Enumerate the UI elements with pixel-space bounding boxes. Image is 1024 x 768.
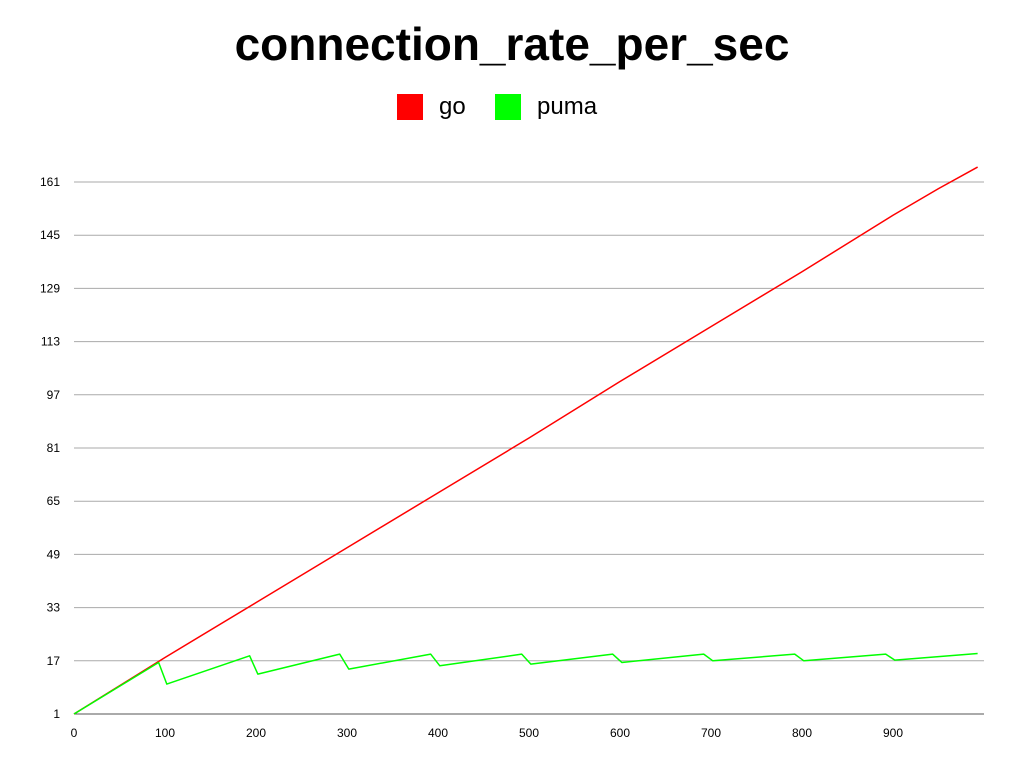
x-tick-label: 700	[701, 726, 721, 740]
y-tick-label: 161	[40, 175, 60, 189]
legend-swatch-go	[397, 94, 423, 120]
x-tick-label: 400	[428, 726, 448, 740]
y-tick-label: 33	[47, 601, 61, 615]
x-tick-label: 200	[246, 726, 266, 740]
series-line-puma	[73, 652, 978, 715]
legend-swatch-puma	[495, 94, 521, 120]
x-tick-label: 800	[792, 726, 812, 740]
legend-item-puma: puma	[495, 90, 597, 124]
x-tick-label: 100	[155, 726, 175, 740]
y-tick-label: 1	[53, 707, 60, 721]
x-tick-label: 0	[71, 726, 78, 740]
legend-label-puma: puma	[537, 93, 598, 120]
y-tick-label: 49	[47, 547, 61, 561]
legend: go puma	[0, 90, 1024, 124]
y-tick-label: 97	[47, 388, 61, 402]
legend-item-go: go	[397, 90, 466, 124]
x-tick-label: 300	[337, 726, 357, 740]
y-tick-label: 81	[47, 441, 61, 455]
x-tick-label: 500	[519, 726, 539, 740]
y-tick-label: 129	[40, 281, 60, 295]
y-tick-label: 113	[41, 335, 60, 349]
x-tick-label: 900	[883, 726, 903, 740]
chart-title: connection_rate_per_sec	[234, 18, 790, 70]
y-tick-label: 17	[47, 654, 61, 668]
y-tick-label: 65	[47, 494, 61, 508]
legend-label-go: go	[439, 93, 466, 120]
y-tick-label: 145	[40, 228, 60, 242]
series-line-go	[73, 166, 978, 715]
x-tick-label: 600	[610, 726, 630, 740]
